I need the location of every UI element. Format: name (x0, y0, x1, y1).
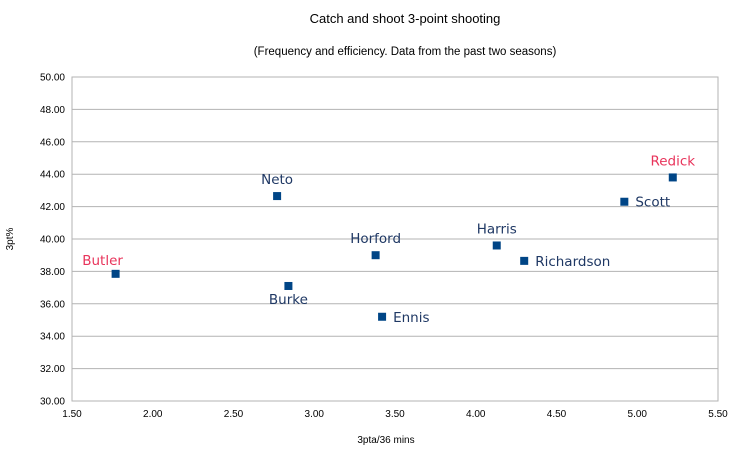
chart-title: Catch and shoot 3-point shooting (310, 11, 501, 26)
y-tick-label: 40.00 (40, 235, 65, 246)
data-point (492, 241, 501, 250)
point-labels: Butler Neto Burke Horford Ennis Harris Richard… (82, 153, 695, 325)
data-point (371, 251, 380, 260)
y-tick-label: 42.00 (40, 202, 65, 213)
y-tick-label: 36.00 (40, 299, 65, 310)
x-tick-label: 3.50 (385, 409, 405, 420)
x-tick-label: 5.00 (628, 409, 648, 420)
data-point (620, 197, 629, 206)
point-label: Neto (261, 172, 293, 188)
data-point (284, 281, 293, 290)
y-tick-label: 32.00 (40, 364, 65, 375)
x-tick-label: 4.00 (466, 409, 486, 420)
point-label: Butler (82, 253, 123, 269)
y-tick-label: 38.00 (40, 267, 65, 278)
point-label: Scott (635, 195, 670, 211)
y-axis-title: 3pt% (5, 227, 16, 250)
x-tick-label: 2.50 (224, 409, 244, 420)
x-tick-label: 4.50 (547, 409, 567, 420)
x-tick-label: 2.00 (143, 409, 163, 420)
y-tick-label: 46.00 (40, 137, 65, 148)
y-tick-label: 50.00 (40, 73, 65, 84)
x-axis-title: 3pta/36 mins (357, 435, 414, 446)
point-label: Horford (350, 231, 401, 247)
data-point (520, 256, 529, 265)
point-label: Burke (269, 292, 308, 308)
point-label: Redick (650, 153, 695, 169)
data-point (378, 312, 387, 321)
data-point (668, 173, 677, 182)
y-tick-label: 34.00 (40, 332, 65, 343)
point-label: Ennis (393, 310, 429, 326)
y-tick-label: 30.00 (40, 397, 65, 408)
data-point (111, 269, 120, 278)
y-tick-label: 44.00 (40, 170, 65, 181)
point-label: Harris (477, 221, 517, 237)
y-tick-label: 48.00 (40, 105, 65, 116)
point-label: Richardson (535, 254, 610, 270)
x-tick-label: 1.50 (62, 409, 82, 420)
plot-area (71, 76, 719, 402)
chart-subtitle: (Frequency and efficiency. Data from the… (254, 46, 557, 58)
data-points (111, 173, 677, 321)
x-axis-ticks: 1.50 2.00 2.50 3.00 3.50 4.00 4.50 5.00 5.50 (62, 409, 728, 420)
x-tick-label: 5.50 (708, 409, 728, 420)
y-axis-ticks: 30.00 32.00 34.00 36.00 38.00 40.00 42.00 44.00… (40, 73, 65, 408)
data-point (273, 192, 282, 201)
x-tick-label: 3.00 (305, 409, 325, 420)
